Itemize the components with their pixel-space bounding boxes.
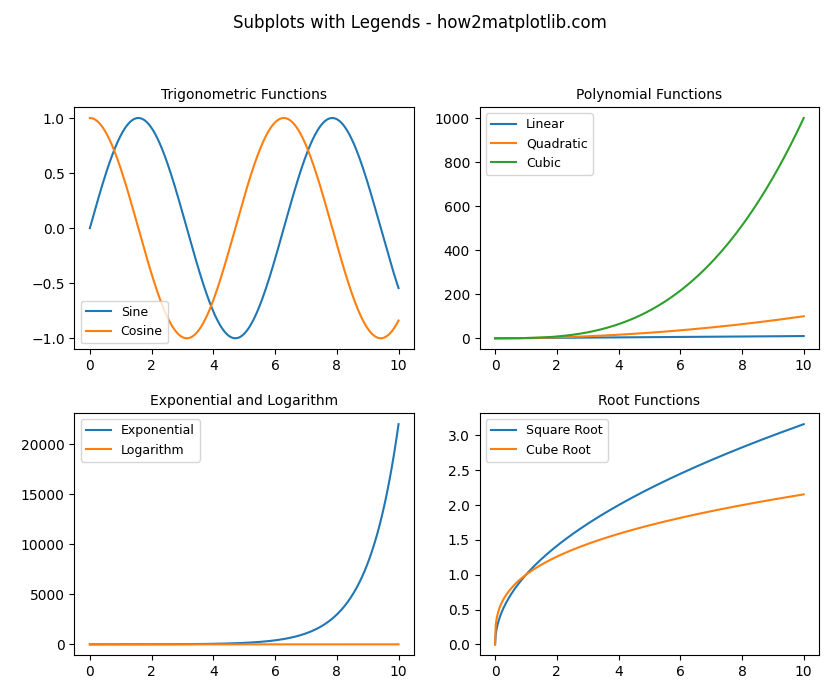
Legend: Exponential, Logarithm: Exponential, Logarithm [81,419,200,462]
Exponential [252,638,262,646]
Logarithm [269,640,279,648]
Cosine [269,119,279,127]
Cube Root [657,518,667,526]
Line: Exponential: Exponential [90,424,398,645]
Square Root [674,470,684,479]
Quadratic [743,319,753,328]
Logarithm [393,640,403,648]
Logarithm [85,640,95,649]
Linear [637,333,647,342]
Cube Root [791,491,801,500]
Sine [234,333,244,342]
Title: Exponential and Logarithm: Exponential and Logarithm [150,394,339,408]
Line: Cosine: Cosine [90,118,398,338]
Logarithm [338,640,348,648]
Line: Square Root: Square Root [495,424,804,645]
Cube Root [674,514,684,522]
Line: Sine: Sine [90,118,398,338]
Linear [791,332,801,340]
Linear [799,332,809,340]
Cube Root [743,500,753,508]
Cubic [791,130,801,138]
Sine [269,258,279,266]
Text: Subplots with Legends - how2matplotlib.com: Subplots with Legends - how2matplotlib.c… [233,14,607,32]
Exponential [393,420,403,428]
Square Root [637,489,647,497]
Legend: Square Root, Cube Root: Square Root, Cube Root [486,419,607,462]
Sine [387,265,397,273]
Exponential [234,639,244,648]
Cosine [182,334,192,342]
Logarithm [232,640,242,648]
Line: Quadratic: Quadratic [495,316,804,338]
Linear [490,334,500,342]
Square Root [638,487,648,496]
Linear [638,333,648,342]
Quadratic [637,329,647,337]
Square Root [657,478,667,486]
Cubic [637,311,647,319]
Line: Cube Root: Cube Root [495,494,804,645]
Line: Cubic: Cubic [495,118,804,338]
Quadratic [674,326,684,335]
Cubic [657,299,667,307]
Square Root [490,640,500,649]
Cubic [490,334,500,342]
Square Root [799,420,809,428]
Exponential [338,604,348,612]
Linear [657,333,667,342]
Title: Polynomial Functions: Polynomial Functions [576,88,722,102]
Quadratic [657,328,667,336]
Cosine [234,211,244,220]
Sine [393,284,403,293]
Quadratic [791,313,801,321]
Sine [328,114,338,122]
Title: Trigonometric Functions: Trigonometric Functions [161,88,328,102]
Sine [85,224,95,232]
Legend: Sine, Cosine: Sine, Cosine [81,301,168,343]
Logarithm [386,640,396,648]
Quadratic [799,312,809,321]
Cosine [386,327,396,335]
Sine [253,307,263,315]
Square Root [791,423,801,431]
Linear [674,332,684,341]
Title: Root Functions: Root Functions [598,394,701,408]
Cubic [638,309,648,318]
Cosine [85,114,95,122]
Line: Linear: Linear [495,336,804,338]
Sine [232,334,242,342]
Logarithm [252,640,262,648]
Cube Root [638,523,648,531]
Cubic [799,114,809,122]
Cosine [232,218,242,226]
Exponential [386,467,396,475]
Cosine [339,263,349,272]
Exponential [85,640,95,649]
Logarithm [234,640,244,648]
Quadratic [638,329,648,337]
Sine [339,122,349,130]
Cube Root [799,490,809,498]
Legend: Linear, Quadratic, Cubic: Linear, Quadratic, Cubic [486,113,593,175]
Cubic [743,213,753,221]
Sine [230,334,240,342]
Cosine [393,316,403,325]
Cosine [253,151,263,160]
Cube Root [490,640,500,649]
Square Root [743,441,753,449]
Quadratic [490,334,500,342]
Linear [743,332,753,341]
Exponential [232,639,242,648]
Exponential [269,636,279,645]
Cube Root [637,523,647,531]
Cubic [674,288,684,296]
